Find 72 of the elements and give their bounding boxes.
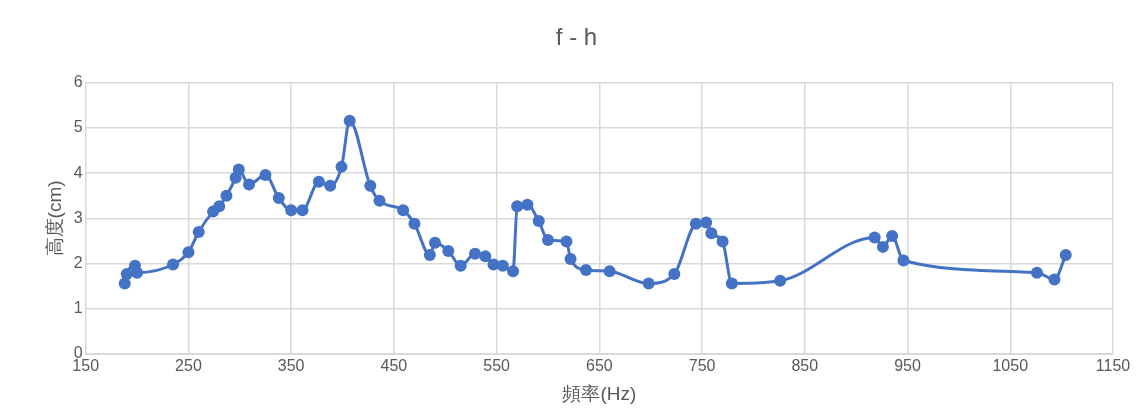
x-tick-label: 950	[894, 357, 921, 375]
point	[511, 200, 524, 213]
point	[705, 227, 718, 240]
point	[716, 235, 729, 248]
x-tick-label: 1150	[1095, 357, 1131, 375]
point	[700, 216, 713, 229]
y-tick-label: 5	[73, 118, 83, 136]
chart-title: f - h	[555, 23, 598, 51]
point	[423, 249, 436, 262]
point	[213, 200, 226, 213]
point	[442, 244, 455, 257]
point	[886, 230, 899, 243]
y-tick-label: 2	[73, 254, 83, 272]
point	[1059, 249, 1072, 262]
point	[120, 268, 133, 280]
y-tick-label: 1	[73, 299, 83, 317]
point	[603, 265, 616, 278]
x-tick-label: 550	[483, 357, 511, 375]
point	[335, 160, 348, 173]
point	[324, 179, 337, 192]
x-tick-label: 250	[175, 357, 202, 375]
point	[373, 194, 386, 207]
point	[1030, 266, 1043, 279]
x-tick-label: 850	[791, 357, 819, 375]
x-tick-label: 750	[688, 357, 716, 375]
point	[532, 215, 545, 228]
point	[428, 236, 441, 249]
point	[642, 277, 655, 290]
point	[220, 189, 233, 202]
point	[725, 277, 738, 290]
point	[454, 259, 467, 272]
point	[774, 274, 787, 287]
y-tick-label: 6	[73, 73, 83, 91]
point	[541, 234, 554, 247]
point	[1048, 273, 1061, 286]
point	[469, 247, 482, 260]
point	[479, 250, 492, 263]
point	[868, 231, 881, 244]
x-tick-label: 450	[380, 357, 408, 375]
point	[668, 268, 681, 280]
y-tick-label: 3	[73, 208, 83, 226]
point	[689, 217, 702, 230]
point	[408, 217, 421, 230]
point	[243, 178, 256, 191]
point	[182, 246, 195, 259]
point	[397, 204, 410, 217]
point	[285, 204, 298, 217]
point	[897, 254, 910, 267]
point	[496, 259, 509, 272]
x-tick-label: 650	[586, 357, 613, 375]
point	[272, 192, 285, 205]
x-axis-title: 頻率(Hz)	[562, 382, 637, 404]
point	[560, 235, 573, 248]
point	[507, 265, 520, 278]
point	[131, 266, 144, 279]
point	[296, 204, 309, 217]
point	[192, 225, 205, 238]
point	[579, 263, 592, 276]
point	[312, 175, 325, 188]
y-axis-title: 高度(cm)	[43, 180, 65, 257]
x-tick-label: 150	[72, 357, 100, 375]
point	[876, 240, 889, 253]
point	[232, 163, 245, 176]
x-tick-label: 350	[277, 357, 305, 375]
point	[167, 258, 180, 271]
point	[259, 169, 272, 182]
x-tick-label: 1050	[992, 357, 1029, 375]
y-tick-label: 4	[73, 163, 83, 181]
point	[564, 253, 577, 266]
point	[364, 179, 377, 192]
point	[343, 114, 356, 127]
point	[521, 198, 534, 211]
